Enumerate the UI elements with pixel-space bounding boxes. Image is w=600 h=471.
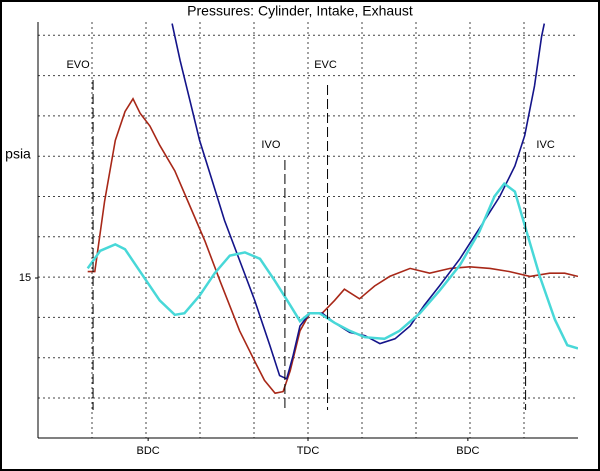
event-label: EVC (314, 59, 337, 71)
plot-area (86, 23, 578, 395)
y-tick-label: 15 (19, 272, 31, 284)
x-tick-label: BDC (137, 445, 160, 457)
grid (38, 22, 578, 438)
series-line (171, 23, 546, 380)
event-label: IVC (536, 139, 554, 151)
x-tick-label: BDC (456, 445, 479, 457)
x-tick-label: TDC (297, 445, 320, 457)
event-label: EVO (66, 59, 90, 71)
chart-title: Pressures: Cylinder, Intake, Exhaust (187, 3, 413, 19)
y-axis-label: psia (5, 146, 31, 162)
event-label: IVO (261, 139, 280, 151)
series-line (87, 97, 578, 395)
series-line (86, 181, 578, 350)
